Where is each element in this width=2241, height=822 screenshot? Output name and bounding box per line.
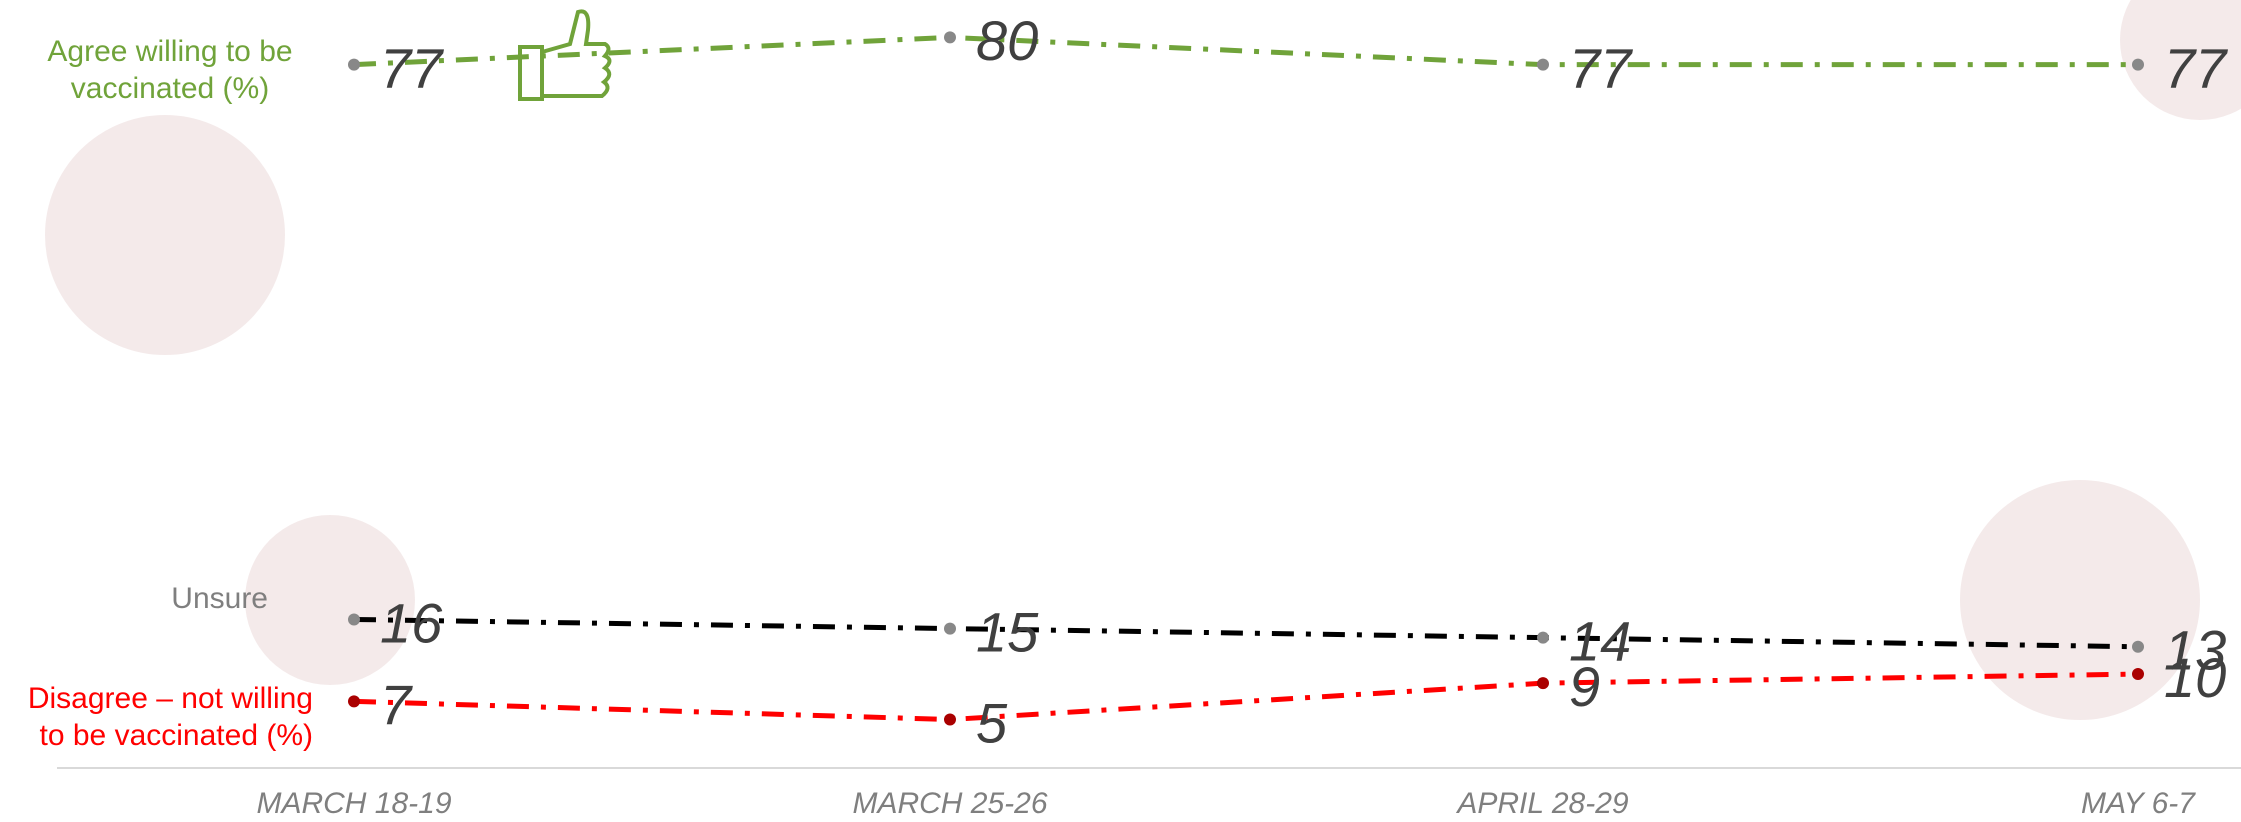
data-label: 5 (976, 691, 1008, 754)
chart-page: MARCH 18-19 MARCH 25-26 APRIL 28-29 MAY 6-7… (0, 0, 2241, 822)
data-point (1537, 59, 1549, 71)
data-label: 7 (380, 673, 413, 736)
x-tick-label: MAY 6-7 (2081, 787, 2196, 820)
data-point (944, 31, 956, 43)
series-line (354, 674, 2138, 719)
data-point (2132, 641, 2144, 653)
data-label: 80 (976, 9, 1038, 72)
data-label: 77 (1569, 36, 1633, 99)
data-point (348, 613, 360, 625)
data-label: 9 (1569, 655, 1600, 718)
data-point (348, 695, 360, 707)
series-label: Disagree – not willing to be vaccinated … (0, 680, 313, 754)
data-label: 77 (2164, 36, 2228, 99)
data-point (348, 59, 360, 71)
data-point (2132, 59, 2144, 71)
series-line (354, 619, 2138, 646)
virus-decoration (45, 0, 2241, 720)
data-label: 77 (380, 36, 444, 99)
x-tick-label: APRIL 28-29 (1455, 787, 1629, 820)
data-point (944, 714, 956, 726)
x-tick-label: MARCH 18-19 (256, 787, 451, 820)
data-label: 10 (2164, 646, 2226, 709)
data-point (1537, 677, 1549, 689)
data-point (944, 623, 956, 635)
x-tick-label: MARCH 25-26 (852, 787, 1047, 820)
data-point (2132, 668, 2144, 680)
data-point (1537, 632, 1549, 644)
series-label: Agree willing to be vaccinated (%) (20, 33, 320, 107)
series-line (354, 37, 2138, 64)
data-label: 15 (976, 600, 1039, 663)
chart: MARCH 18-19 MARCH 25-26 APRIL 28-29 MAY 6-7… (0, 0, 2241, 822)
series-label: Unsure (100, 580, 268, 617)
data-label: 16 (380, 591, 443, 654)
